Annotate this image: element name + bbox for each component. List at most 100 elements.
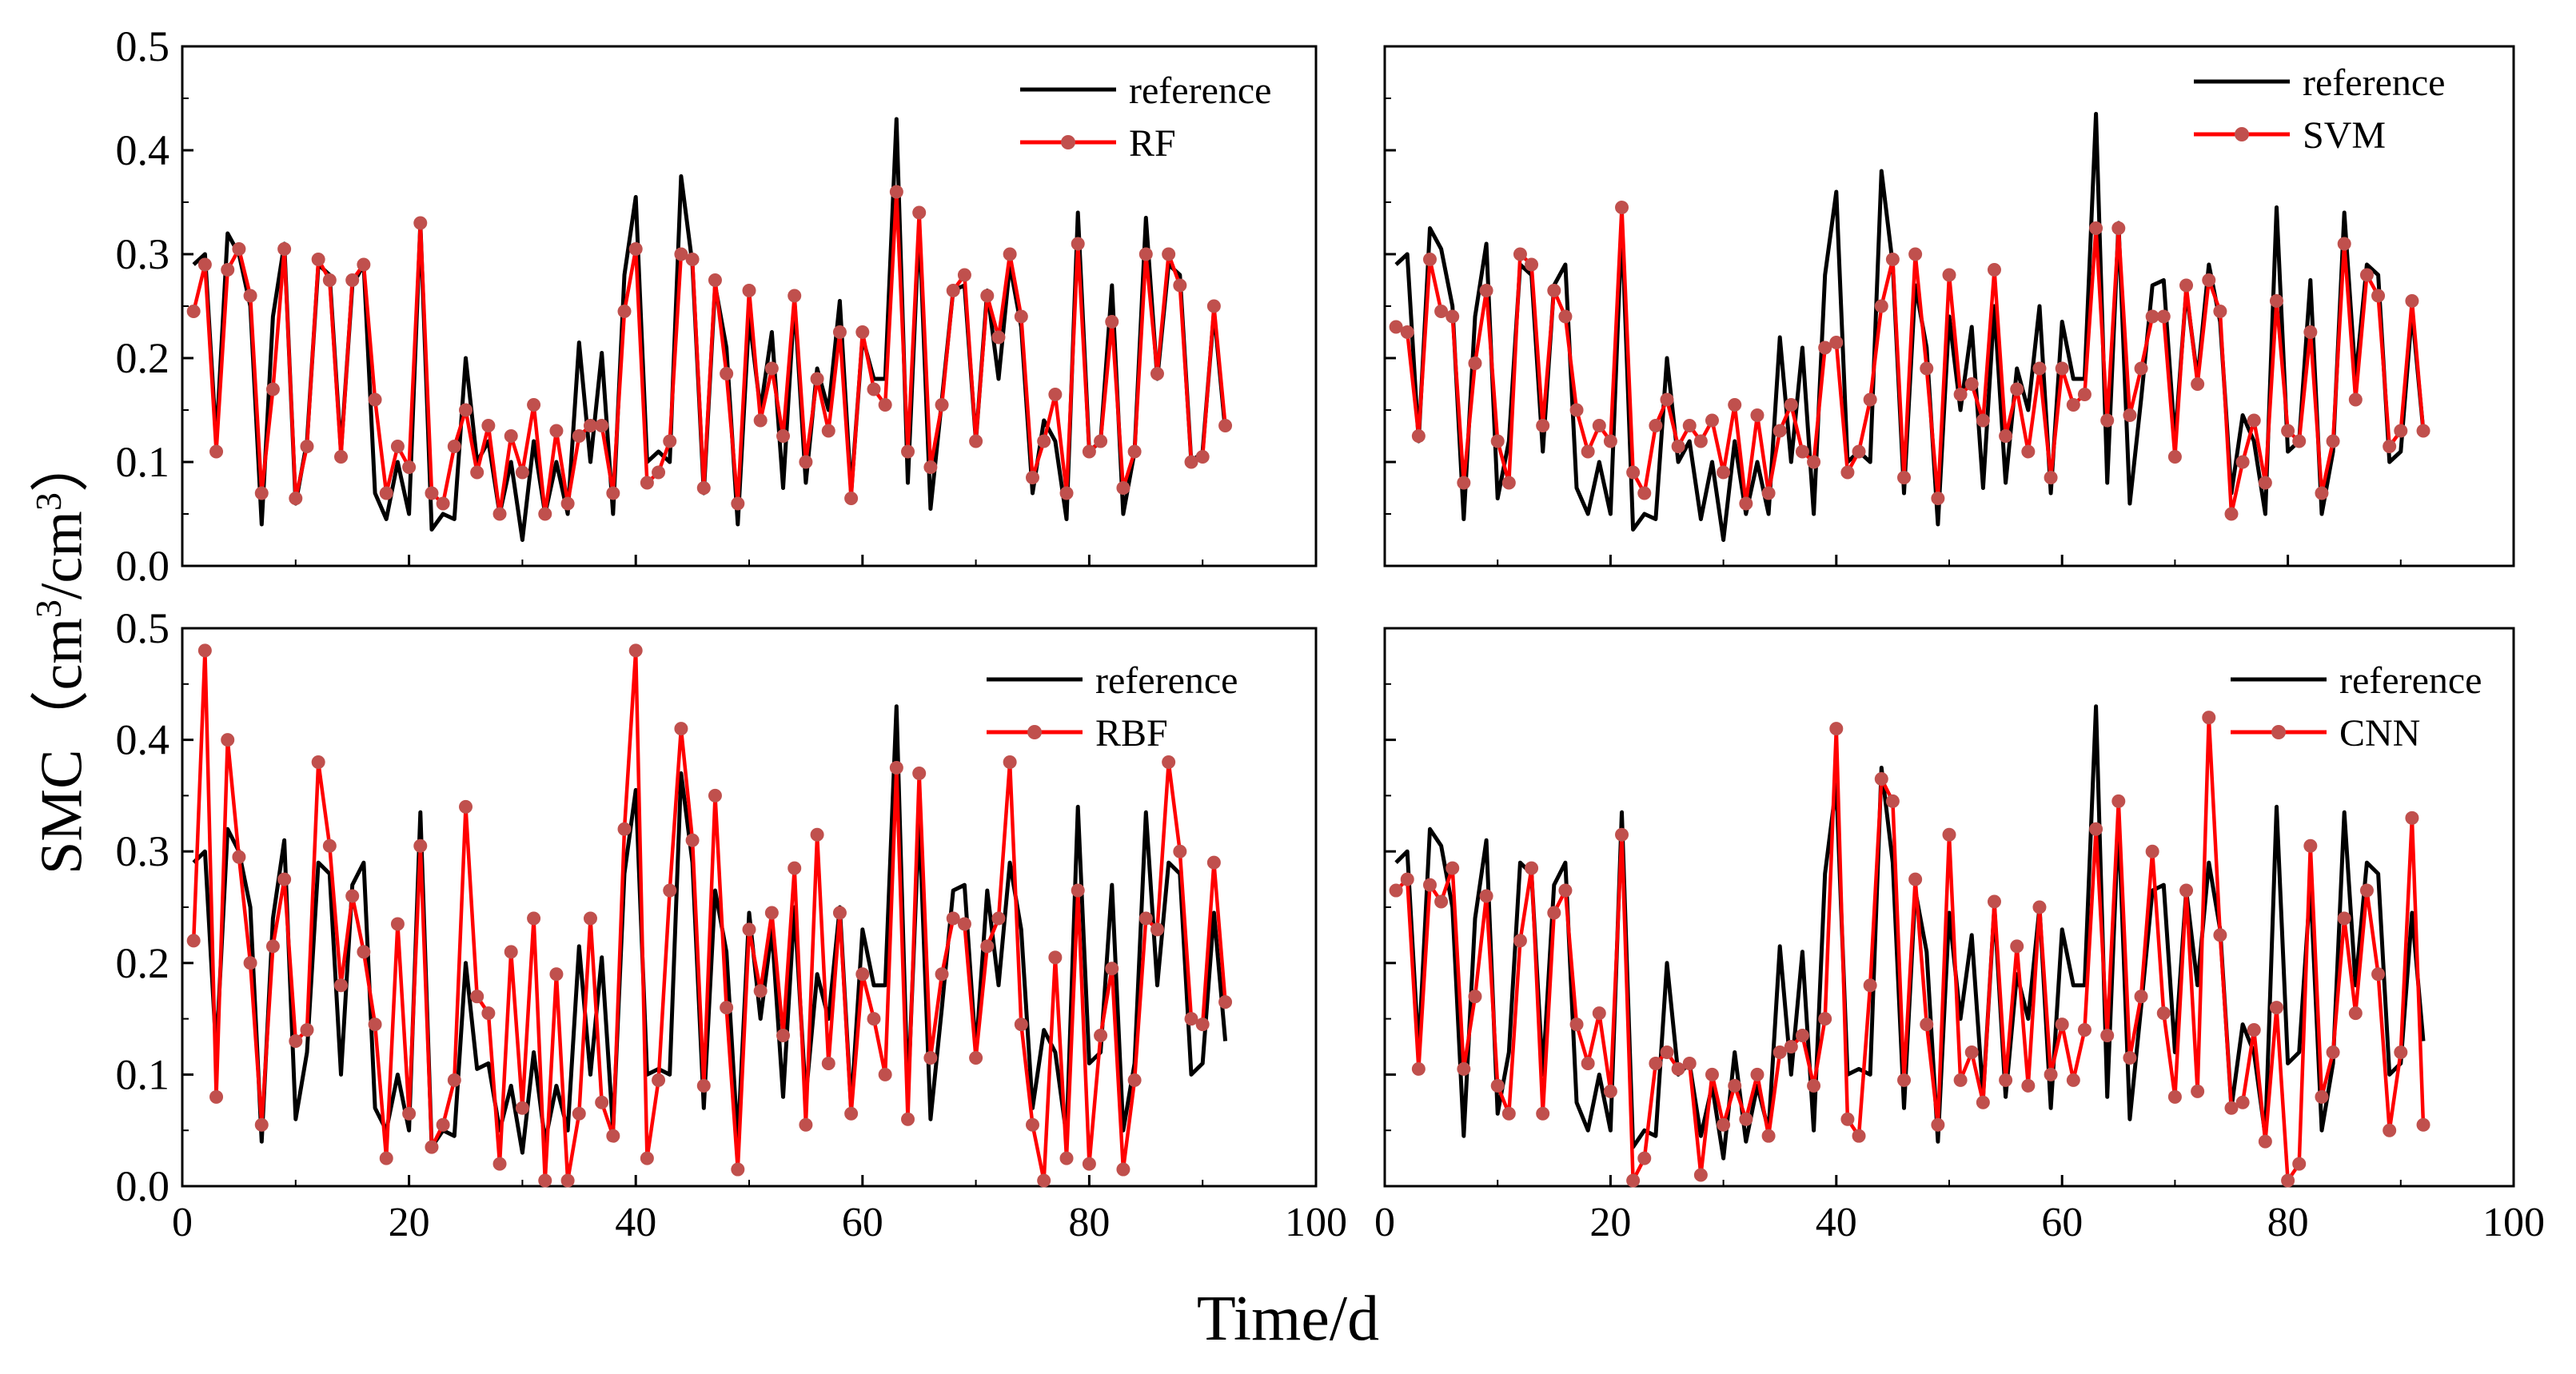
data-point-svm (2179, 278, 2194, 293)
data-point-rf (221, 263, 235, 277)
data-point-rf (889, 185, 903, 199)
data-point-rbf (889, 761, 903, 775)
data-point-svm (2416, 424, 2430, 438)
legend-marker-cnn (2271, 725, 2286, 739)
data-point-svm (1999, 429, 2013, 443)
data-point-rf (277, 242, 292, 256)
data-point-svm (1964, 377, 1979, 391)
data-point-rf (1014, 309, 1028, 324)
data-point-rf (1071, 237, 1085, 251)
data-point-rf (980, 289, 995, 303)
data-point-rbf (923, 1050, 938, 1065)
data-point-rbf (776, 1029, 791, 1043)
y-tick-label: 0.1 (116, 1050, 170, 1098)
data-point-svm (2258, 476, 2272, 490)
data-point-rbf (720, 1001, 734, 1015)
data-point-rf (991, 330, 1006, 344)
data-point-svm (2224, 507, 2239, 521)
panel-bottom-left: 0 20 40 60 80 100 0.0 0.1 0.2 0.3 0.4 0.5 reference R… (116, 604, 1348, 1245)
data-point-cnn (2383, 1123, 2397, 1137)
data-point-cnn (2303, 838, 2318, 853)
data-point-cnn (1581, 1056, 1595, 1070)
data-point-rbf (527, 911, 541, 926)
data-point-cnn (2394, 1045, 2408, 1059)
data-point-cnn (2010, 939, 2024, 954)
data-point-rf (912, 205, 927, 220)
data-point-cnn (1784, 1040, 1798, 1053)
data-point-svm (1468, 356, 1482, 370)
data-point-rf (1094, 434, 1108, 448)
data-point-svm (2213, 305, 2227, 318)
data-point-cnn (1536, 1106, 1550, 1121)
data-point-rf (413, 216, 428, 230)
data-point-rbf (595, 1095, 609, 1109)
legend-label-reference: reference (1129, 70, 1271, 112)
data-point-svm (1942, 268, 1956, 282)
data-point-rf (1037, 434, 1051, 448)
series-line-rf (192, 189, 1227, 516)
data-point-rbf (1037, 1173, 1051, 1188)
y-tick-label: 0.3 (116, 827, 170, 875)
data-point-svm (1592, 419, 1606, 432)
data-point-svm (2348, 392, 2363, 407)
legend-label-reference: reference (2303, 62, 2445, 104)
data-point-rbf (492, 1157, 507, 1171)
data-point-cnn (1953, 1073, 1968, 1087)
data-point-rbf (1127, 1073, 1142, 1087)
data-point-rbf (413, 838, 428, 853)
legend-label-reference: reference (1095, 659, 1238, 702)
y-axis-title-unit-open: （cm (29, 618, 95, 750)
data-point-svm (2066, 398, 2080, 412)
data-point-rf (254, 486, 269, 500)
data-point-cnn (2292, 1157, 2307, 1171)
data-point-svm (1717, 465, 1731, 480)
data-point-rbf (764, 906, 779, 920)
data-point-svm (2405, 294, 2419, 308)
data-point-rbf (1026, 1117, 1039, 1132)
data-point-rbf (1195, 1018, 1210, 1032)
data-point-rbf (969, 1050, 983, 1065)
data-point-rbf (946, 911, 960, 926)
data-point-cnn (2077, 1023, 2092, 1037)
data-point-rbf (1150, 922, 1164, 937)
data-point-rf (368, 392, 382, 407)
data-point-rbf (1138, 911, 1153, 926)
data-point-cnn (1446, 861, 1460, 875)
data-point-cnn (1525, 861, 1539, 875)
data-point-rbf (606, 1129, 620, 1143)
data-point-cnn (2371, 967, 2386, 982)
data-point-cnn (2337, 911, 2351, 926)
data-point-rbf (504, 945, 518, 959)
panel-bottom-right: 0 20 40 60 80 100 reference CNN (1374, 627, 2545, 1245)
data-point-svm (1908, 247, 1923, 261)
legend-label-rbf: RBF (1095, 712, 1168, 755)
data-point-rf (720, 367, 734, 380)
data-point-cnn (2100, 1029, 2115, 1043)
data-point-rbf (855, 967, 870, 982)
x-tick-label: 80 (1068, 1200, 1110, 1245)
data-point-svm (2303, 325, 2318, 339)
data-point-cnn (1569, 1018, 1584, 1032)
data-point-rf (209, 444, 224, 459)
x-tick-label: 20 (1589, 1200, 1631, 1245)
data-point-rf (832, 325, 847, 339)
data-point-rf (492, 507, 507, 521)
data-point-rbf (243, 956, 257, 970)
data-point-rf (1026, 471, 1039, 484)
data-point-rbf (572, 1106, 586, 1121)
data-point-svm (1976, 413, 1990, 428)
data-point-rbf (197, 643, 212, 658)
data-point-rf (844, 492, 859, 505)
data-point-rbf (810, 827, 824, 842)
data-point-cnn (1434, 894, 1449, 909)
data-point-cnn (1637, 1151, 1652, 1165)
data-point-cnn (1547, 906, 1561, 920)
data-point-cnn (2359, 883, 2374, 898)
data-point-cnn (2416, 1117, 2430, 1132)
data-point-cnn (1818, 1012, 1832, 1026)
data-point-cnn (1389, 883, 1403, 898)
data-point-rf (289, 492, 303, 505)
data-point-rf (572, 429, 586, 443)
data-point-svm (2021, 444, 2036, 459)
data-point-svm (1422, 253, 1437, 266)
